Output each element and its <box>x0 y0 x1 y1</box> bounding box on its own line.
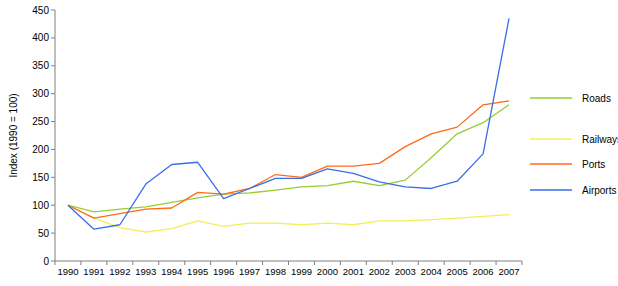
legend-swatch <box>530 97 572 99</box>
chart: 0 50 100 150 200 250 300 350 400 450 1990 1991 1992 1… <box>0 0 618 286</box>
x-tick-label: 1999 <box>291 266 312 277</box>
x-tick-label: 1995 <box>187 266 208 277</box>
x-tick <box>55 261 56 265</box>
x-tick-label: 2004 <box>421 266 442 277</box>
x-tick <box>496 261 497 265</box>
x-tick <box>314 261 315 265</box>
x-tick <box>444 261 445 265</box>
y-tick-label: 0 <box>43 256 49 267</box>
x-tick <box>418 261 419 265</box>
y-tick <box>51 205 55 206</box>
x-tick <box>470 261 471 265</box>
y-tick <box>51 233 55 234</box>
x-tick-label: 2003 <box>395 266 416 277</box>
x-tick <box>522 261 523 265</box>
legend-label: Ports <box>582 159 605 170</box>
chart-container: 0 50 100 150 200 250 300 350 400 450 1990 1991 1992 1… <box>0 0 618 286</box>
legend-label: Roads <box>582 93 611 104</box>
y-tick-label: 300 <box>32 88 49 99</box>
x-tick <box>210 261 211 265</box>
y-tick-label: 50 <box>38 228 50 239</box>
x-tick <box>236 261 237 265</box>
x-tick <box>184 261 185 265</box>
y-tick-label: 400 <box>32 32 49 43</box>
y-axis-label: Index (1990 = 100) <box>8 93 19 177</box>
x-tick-label: 1994 <box>161 266 182 277</box>
x-tick-label: 2006 <box>473 266 494 277</box>
x-tick-label: 2000 <box>317 266 338 277</box>
x-tick-label: 2002 <box>369 266 390 277</box>
x-tick <box>288 261 289 265</box>
y-tick-label: 200 <box>32 144 49 155</box>
x-tick <box>262 261 263 265</box>
y-tick-label: 150 <box>32 172 49 183</box>
y-tick-label: 100 <box>32 200 49 211</box>
series-line <box>68 101 509 218</box>
legend-swatch <box>530 189 572 191</box>
series-line <box>68 18 509 229</box>
y-tick-label: 450 <box>32 5 49 16</box>
series-line <box>68 205 509 232</box>
x-tick <box>132 261 133 265</box>
y-tick <box>51 37 55 38</box>
y-tick <box>51 261 55 262</box>
x-tick-label: 1993 <box>135 266 156 277</box>
legend-swatch <box>530 138 572 140</box>
x-tick <box>392 261 393 265</box>
y-tick-label: 350 <box>32 60 49 71</box>
x-tick <box>340 261 341 265</box>
x-tick <box>80 261 81 265</box>
x-tick-label: 2001 <box>343 266 364 277</box>
x-tick-label: 1992 <box>109 266 130 277</box>
y-tick <box>51 121 55 122</box>
legend-swatch <box>530 163 572 165</box>
y-tick <box>51 177 55 178</box>
x-tick-label: 1996 <box>213 266 234 277</box>
x-tick-label: 1997 <box>239 266 260 277</box>
series-line <box>68 105 509 212</box>
x-tick-label: 1991 <box>83 266 104 277</box>
x-tick <box>366 261 367 265</box>
y-tick-label: 250 <box>32 116 49 127</box>
x-tick-label: 1998 <box>265 266 286 277</box>
plot-lines <box>68 18 509 232</box>
y-tick <box>51 93 55 94</box>
x-tick-label: 1990 <box>57 266 78 277</box>
x-tick <box>158 261 159 265</box>
y-tick <box>51 149 55 150</box>
y-axis <box>55 10 56 261</box>
x-tick-label: 2007 <box>498 266 519 277</box>
legend-label: Airports <box>582 185 616 196</box>
x-tick-label: 2005 <box>447 266 468 277</box>
legend-label: Railways <box>582 134 618 145</box>
y-tick <box>51 10 55 11</box>
x-tick <box>106 261 107 265</box>
y-tick <box>51 65 55 66</box>
